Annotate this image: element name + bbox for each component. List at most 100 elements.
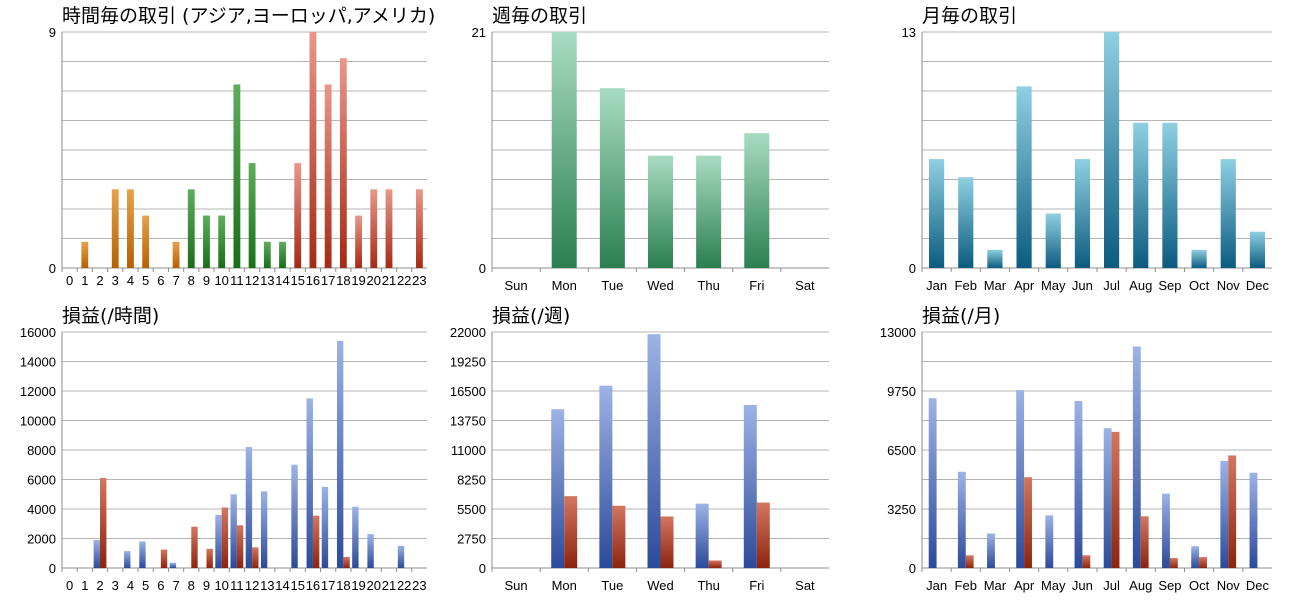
bar-blue-13 xyxy=(260,491,268,568)
bar-blue-Mon xyxy=(551,409,565,568)
bar-Nov xyxy=(1220,159,1236,268)
bar-23 xyxy=(415,189,423,268)
y-tick-label: 11000 xyxy=(451,443,486,458)
bar-7 xyxy=(172,241,180,268)
bar-Oct xyxy=(1191,249,1207,268)
bar-9 xyxy=(203,215,210,268)
x-tick-label: Sep xyxy=(1158,578,1181,593)
x-tick-label: Sat xyxy=(795,578,815,593)
x-tick-label: Tue xyxy=(601,278,623,293)
x-tick-label: 1 xyxy=(81,578,88,593)
bar-red-Oct xyxy=(1199,557,1207,568)
bar-blue-Dec xyxy=(1249,472,1258,568)
x-tick-label: 3 xyxy=(112,578,119,593)
x-tick-label: Dec xyxy=(1246,578,1270,593)
bar-red-Tue xyxy=(612,505,626,568)
x-tick-label: 4 xyxy=(127,578,134,593)
x-tick-label: 18 xyxy=(336,273,350,288)
x-tick-label: 20 xyxy=(367,273,381,288)
x-tick-label: Sat xyxy=(795,278,815,293)
chart-title: 損益(/時間) xyxy=(62,305,159,327)
bar-blue-22 xyxy=(397,545,405,568)
x-tick-label: 12 xyxy=(245,273,259,288)
y-tick-label: 13750 xyxy=(450,414,486,429)
bar-12 xyxy=(248,163,256,268)
y-tick-label: 13 xyxy=(902,25,916,40)
y-tick-label: 9 xyxy=(49,25,56,40)
bar-Thu xyxy=(696,155,722,268)
bar-blue-Jun xyxy=(1074,400,1083,568)
x-tick-label: Mon xyxy=(552,278,577,293)
x-tick-label: 16 xyxy=(306,273,320,288)
bar-Apr xyxy=(1016,86,1032,268)
x-tick-label: Jul xyxy=(1103,278,1120,293)
x-tick-label: 10 xyxy=(214,578,228,593)
y-tick-label: 6500 xyxy=(887,443,916,458)
x-tick-label: 14 xyxy=(275,578,289,593)
x-tick-label: Nov xyxy=(1217,578,1241,593)
x-tick-label: Sun xyxy=(505,578,528,593)
bar-red-Thu xyxy=(708,560,722,568)
x-tick-label: 14 xyxy=(275,273,289,288)
bar-red-Aug xyxy=(1140,516,1149,568)
bar-red-Apr xyxy=(1024,477,1032,568)
x-tick-label: 17 xyxy=(321,273,335,288)
bar-11 xyxy=(233,84,241,268)
y-tick-label: 0 xyxy=(49,561,56,576)
x-tick-label: 23 xyxy=(412,273,426,288)
bar-red-Jun xyxy=(1082,555,1091,568)
bar-blue-5 xyxy=(139,541,146,568)
bar-red-Mon xyxy=(564,496,578,568)
x-tick-label: 1 xyxy=(81,273,88,288)
x-tick-label: Thu xyxy=(697,578,719,593)
x-tick-label: 10 xyxy=(214,273,228,288)
bar-blue-15 xyxy=(291,464,298,568)
bar-blue-Jan xyxy=(928,398,937,568)
bar-8 xyxy=(187,189,195,268)
bar-Fri xyxy=(744,133,770,268)
bar-blue-May xyxy=(1045,515,1054,568)
x-tick-label: 12 xyxy=(245,578,259,593)
x-tick-label: Fri xyxy=(749,578,764,593)
x-tick-label: 9 xyxy=(203,273,210,288)
bar-red-Feb xyxy=(965,555,974,568)
bar-blue-17 xyxy=(321,486,329,568)
bar-red-2 xyxy=(100,478,107,568)
x-tick-label: Thu xyxy=(697,278,719,293)
x-tick-label: Aug xyxy=(1129,278,1152,293)
x-tick-label: 22 xyxy=(397,273,411,288)
x-tick-label: Sun xyxy=(505,278,528,293)
x-tick-label: Apr xyxy=(1014,278,1035,293)
x-tick-label: Oct xyxy=(1189,278,1210,293)
y-tick-label: 0 xyxy=(909,561,916,576)
bar-Dec xyxy=(1249,231,1265,268)
x-tick-label: 2 xyxy=(96,578,103,593)
x-tick-label: 6 xyxy=(157,273,164,288)
bar-blue-Aug xyxy=(1132,346,1141,568)
chart-monthly-trades: 月毎の取引 0 13 Jan Feb Mar Apr May Jun Jul Aug Sep Oct N… xyxy=(902,5,1272,293)
bar-13 xyxy=(263,241,271,268)
y-tick-label: 4000 xyxy=(27,502,56,517)
x-tick-label: Aug xyxy=(1129,578,1152,593)
x-tick-label: 21 xyxy=(382,273,396,288)
bar-14 xyxy=(279,241,286,268)
bar-blue-20 xyxy=(367,534,374,568)
x-tick-label: 0 xyxy=(66,273,73,288)
bar-red-10 xyxy=(221,507,229,568)
bar-May xyxy=(1045,213,1061,268)
bar-3 xyxy=(111,189,119,268)
chart-weekly-trades: 週毎の取引 0 21 Sun Mon Tue Wed Thu Fri Sat xyxy=(472,5,829,293)
y-tick-label: 10000 xyxy=(20,414,56,429)
x-tick-label: Apr xyxy=(1014,578,1035,593)
x-tick-label: 13 xyxy=(260,578,274,593)
x-tick-label: 4 xyxy=(127,273,134,288)
bar-5 xyxy=(142,215,150,268)
x-tick-label: 22 xyxy=(397,578,411,593)
x-tick-label: 16 xyxy=(306,578,320,593)
bar-blue-Tue xyxy=(599,385,613,568)
bar-Mon xyxy=(551,32,577,268)
y-tick-label: 0 xyxy=(909,261,916,276)
chart-title: 週毎の取引 xyxy=(492,5,587,27)
bar-Mar xyxy=(987,249,1003,268)
